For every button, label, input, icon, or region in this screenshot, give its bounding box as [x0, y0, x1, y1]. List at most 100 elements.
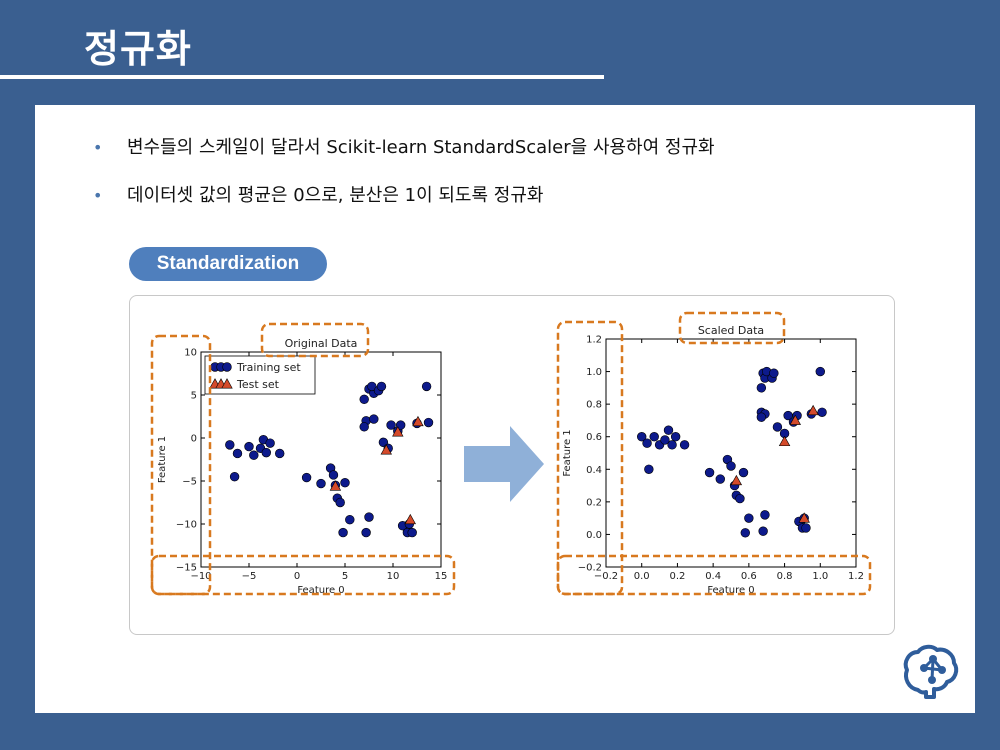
- highlight-x-axis-original: [150, 554, 456, 596]
- bullet-dot: •: [93, 138, 103, 157]
- test-point: [798, 512, 810, 523]
- y-tick-label: −5: [182, 477, 197, 488]
- training-point: [338, 527, 348, 538]
- training-point: [660, 435, 670, 445]
- training-point: [667, 440, 677, 450]
- training-point: [715, 474, 725, 484]
- test-point: [778, 435, 791, 447]
- training-point: [335, 497, 345, 508]
- training-point: [756, 383, 767, 393]
- training-point: [275, 448, 285, 459]
- training-point: [670, 432, 681, 442]
- training-point: [369, 414, 379, 424]
- training-point: [679, 440, 690, 450]
- legend-label: Test set: [236, 378, 280, 391]
- x-tick-label: 5: [342, 571, 348, 582]
- x-axis-label: Feature 0: [297, 585, 344, 596]
- bullet-text: 데이터셋 값의 평균은 0으로, 분산은 1이 되도록 정규화: [127, 185, 544, 206]
- chart-title: Original Data: [285, 337, 358, 350]
- training-point: [316, 478, 326, 489]
- training-point: [637, 432, 647, 442]
- training-point: [817, 407, 827, 417]
- training-point: [367, 381, 377, 392]
- x-tick-label: 1.2: [848, 571, 864, 582]
- training-point: [704, 467, 715, 478]
- y-tick-label: 0.0: [586, 530, 602, 541]
- bullet-text: 변수들의 스케일이 달라서 Scikit-learn StandardScale…: [127, 137, 715, 158]
- training-point: [663, 425, 674, 435]
- training-point: [423, 417, 434, 428]
- y-tick-label: 0.6: [586, 432, 602, 443]
- plot-area: [605, 338, 857, 568]
- test-point: [380, 444, 392, 455]
- training-point: [249, 450, 259, 460]
- training-point: [361, 527, 371, 538]
- training-point: [328, 470, 339, 480]
- x-tick-label: 0.6: [741, 571, 757, 582]
- brain-network-icon: [903, 644, 959, 699]
- training-point: [225, 440, 235, 450]
- x-tick-label: 1.0: [812, 571, 828, 582]
- y-tick-label: 1.0: [586, 367, 602, 378]
- training-point: [359, 394, 369, 405]
- chart-title: Scaled Data: [698, 324, 764, 337]
- training-point: [772, 422, 783, 432]
- training-point: [801, 523, 811, 533]
- legend-box: [204, 355, 316, 395]
- y-tick-label: 0.8: [586, 400, 602, 411]
- legend-training-marker: [222, 362, 232, 372]
- x-tick-label: 15: [435, 571, 448, 582]
- training-point: [758, 526, 768, 536]
- title-underline: [0, 75, 604, 79]
- figure-frame: −10 −5 0 5 10 15 −15 −10 −5 0 5 10 Feature 0 Feature …: [129, 295, 895, 635]
- training-point: [726, 461, 736, 471]
- highlight-title-original: [260, 322, 370, 358]
- y-tick-label: 0.2: [586, 497, 602, 508]
- bullet-list: • 변수들의 스케일이 달라서 Scikit-learn StandardSca…: [93, 135, 715, 231]
- bullet-item: • 변수들의 스케일이 달라서 Scikit-learn StandardSca…: [93, 135, 715, 183]
- training-point: [649, 432, 659, 442]
- training-point: [642, 438, 652, 448]
- slide-title: 정규화: [84, 27, 192, 71]
- training-point: [395, 420, 406, 430]
- y-tick-label: 0: [191, 434, 197, 445]
- training-point: [345, 515, 355, 525]
- test-point: [789, 414, 801, 425]
- training-point: [265, 438, 275, 448]
- highlight-x-axis-scaled: [556, 554, 872, 596]
- test-point: [392, 426, 404, 437]
- test-point: [807, 404, 819, 416]
- right-arrow-icon: [464, 426, 544, 502]
- legend-label: Training set: [236, 361, 301, 374]
- training-point: [340, 478, 350, 488]
- highlight-title-scaled: [678, 311, 786, 345]
- training-point: [386, 420, 396, 430]
- x-tick-label: −5: [242, 571, 257, 582]
- test-point: [329, 480, 342, 491]
- training-point: [744, 513, 754, 523]
- training-point: [815, 366, 825, 377]
- training-point: [376, 381, 387, 392]
- training-point: [407, 527, 417, 538]
- x-tick-label: 0.4: [705, 571, 721, 582]
- training-point: [738, 467, 749, 478]
- training-point: [769, 368, 779, 378]
- bullet-dot: •: [93, 186, 103, 205]
- training-point: [232, 448, 243, 459]
- y-tick-label: −0.2: [578, 563, 602, 574]
- test-point: [404, 513, 416, 525]
- training-point: [229, 472, 240, 482]
- x-tick-label: 0.2: [669, 571, 685, 582]
- training-point: [359, 422, 369, 432]
- x-tick-label: −10: [190, 571, 211, 582]
- y-tick-label: 5: [191, 391, 197, 402]
- training-point: [301, 472, 312, 483]
- legend-test-marker: [221, 378, 233, 389]
- training-point: [735, 493, 745, 504]
- training-point: [364, 512, 374, 522]
- x-tick-label: 10: [387, 571, 400, 582]
- standardization-badge: Standardization: [129, 247, 327, 281]
- x-tick-label: 0.0: [634, 571, 650, 582]
- x-axis-label: Feature 0: [707, 585, 754, 596]
